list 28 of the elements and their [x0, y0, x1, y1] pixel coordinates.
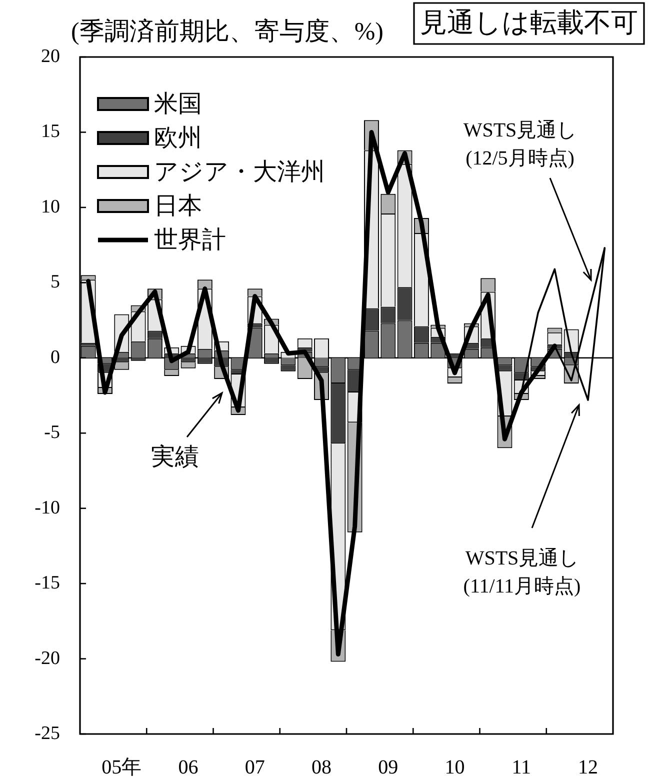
x-tick-label: 05年 — [102, 756, 142, 778]
y-tick-label: 10 — [41, 196, 60, 218]
x-tick-label: 11 — [512, 756, 532, 778]
y-tick-label: 15 — [41, 121, 60, 142]
legend-label: アジア・大洋州 — [154, 159, 325, 186]
x-tick-label: 10 — [444, 756, 465, 778]
y-tick-label: 0 — [50, 346, 60, 368]
text: 見通しは転載不可 — [420, 8, 638, 38]
y-tick-label: -5 — [44, 422, 60, 444]
y-tick-label: -10 — [34, 497, 60, 518]
x-tick-label: 12 — [578, 756, 598, 778]
y-tick-label: 5 — [50, 272, 60, 293]
x-tick-label: 06 — [178, 756, 198, 778]
x-tick-label: 09 — [378, 756, 398, 778]
x-tick-label: 07 — [244, 756, 265, 778]
y-tick-label: -15 — [34, 572, 60, 594]
y-tick-label: -20 — [34, 648, 60, 669]
y-tick-label: 20 — [41, 46, 60, 67]
legend-label: 世界計 — [154, 226, 226, 254]
annotation: 実績 — [151, 443, 199, 470]
y-tick-label: -25 — [34, 722, 60, 744]
x-tick-label: 08 — [312, 756, 332, 778]
legend-label: 米国 — [154, 91, 202, 118]
y-axis-title: (季調済前期比、寄与度、%) — [71, 18, 384, 46]
legend-label: 日本 — [154, 193, 202, 220]
annotation: WSTS見通し (11/11月時点) — [463, 547, 581, 598]
annotation: WSTS見通し (12/5月時点) — [463, 119, 577, 170]
legend-label: 欧州 — [154, 125, 202, 152]
